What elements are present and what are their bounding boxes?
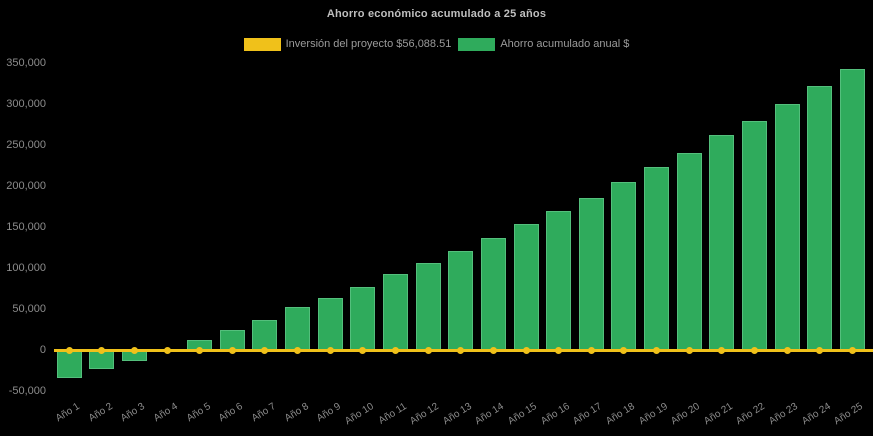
savings-legend-swatch bbox=[458, 37, 496, 51]
x-axis-tick-label: Año 1 bbox=[54, 401, 83, 425]
bar-ano-15[interactable] bbox=[513, 223, 539, 350]
x-axis-tick-label: Año 21 bbox=[701, 401, 735, 428]
legend-item-savings[interactable]: Ahorro acumulado anual $ bbox=[458, 37, 630, 51]
bar-ano-16[interactable] bbox=[546, 210, 572, 350]
bar-ano-13[interactable] bbox=[448, 250, 474, 350]
x-axis-tick-label: Año 17 bbox=[571, 401, 605, 428]
investment-line-marker[interactable] bbox=[522, 347, 530, 355]
y-axis-tick-label: -50,000 bbox=[8, 384, 46, 397]
bar-ano-20[interactable] bbox=[676, 152, 702, 350]
investment-legend-swatch bbox=[243, 37, 281, 51]
x-axis-tick-label: Año 2 bbox=[86, 401, 115, 425]
y-axis-tick-label: 50,000 bbox=[12, 302, 46, 315]
bar-ano-23[interactable] bbox=[774, 104, 800, 350]
x-axis-tick-label: Año 11 bbox=[376, 401, 409, 427]
x-axis-tick-label: Año 24 bbox=[799, 401, 833, 428]
y-axis-tick-label: 250,000 bbox=[6, 139, 46, 152]
y-axis-tick-label: 200,000 bbox=[6, 180, 46, 193]
investment-line-marker[interactable] bbox=[457, 347, 465, 355]
x-axis-tick-label: Año 7 bbox=[249, 401, 278, 425]
legend-item-investment[interactable]: Inversión del proyecto $56,088.51 bbox=[243, 37, 452, 51]
x-axis-tick-label: Año 16 bbox=[538, 401, 572, 428]
y-axis-tick-label: 150,000 bbox=[6, 221, 46, 233]
x-axis-tick-label: Año 13 bbox=[440, 401, 474, 428]
x-axis-tick-label: Año 4 bbox=[151, 401, 180, 425]
investment-line-marker[interactable] bbox=[555, 347, 563, 355]
bar-ano-10[interactable] bbox=[350, 286, 376, 350]
bar-ano-14[interactable] bbox=[480, 237, 506, 350]
investment-line-marker[interactable] bbox=[359, 347, 367, 355]
x-axis-tick-label: Año 12 bbox=[408, 401, 441, 428]
investment-line-marker[interactable] bbox=[196, 347, 204, 355]
x-axis-tick-label: Año 20 bbox=[669, 401, 702, 428]
investment-line-marker[interactable] bbox=[620, 347, 628, 355]
bar-ano-1[interactable] bbox=[56, 349, 82, 378]
investment-line-marker[interactable] bbox=[587, 347, 595, 355]
x-axis-tick-label: Año 3 bbox=[119, 401, 148, 425]
investment-line-marker[interactable] bbox=[750, 347, 758, 355]
bar-ano-7[interactable] bbox=[252, 319, 278, 350]
investment-line-marker[interactable] bbox=[228, 347, 236, 355]
x-axis-tick-label: Año 8 bbox=[282, 401, 311, 425]
x-axis-tick-label: Año 25 bbox=[832, 401, 866, 428]
bar-ano-22[interactable] bbox=[741, 120, 767, 350]
investment-line-marker[interactable] bbox=[489, 347, 497, 355]
bar-ano-21[interactable] bbox=[709, 135, 735, 350]
investment-line-marker[interactable] bbox=[163, 347, 171, 355]
investment-line-marker[interactable] bbox=[65, 347, 73, 355]
x-axis-tick-label: Año 14 bbox=[473, 401, 507, 428]
investment-line-marker[interactable] bbox=[392, 347, 399, 355]
legend: Inversión del proyecto $56,088.51 Ahorro… bbox=[0, 35, 873, 53]
x-axis-tick-label: Año 5 bbox=[184, 401, 213, 425]
investment-line-marker[interactable] bbox=[326, 347, 334, 355]
x-axis-tick-label: Año 10 bbox=[342, 401, 376, 428]
x-axis-tick-label: Año 9 bbox=[315, 401, 344, 425]
x-axis-tick-label: Año 6 bbox=[217, 401, 246, 425]
investment-line-marker[interactable] bbox=[98, 347, 106, 355]
investment-line-marker[interactable] bbox=[718, 347, 726, 355]
bar-ano-8[interactable] bbox=[285, 307, 311, 350]
bar-ano-9[interactable] bbox=[317, 298, 343, 350]
investment-line-marker[interactable] bbox=[816, 347, 824, 355]
bar-ano-11[interactable] bbox=[383, 273, 408, 350]
y-axis-tick-label: 350,000 bbox=[6, 57, 46, 70]
investment-line-marker[interactable] bbox=[653, 347, 661, 355]
investment-line-marker[interactable] bbox=[130, 347, 138, 355]
investment-line-marker[interactable] bbox=[783, 347, 791, 355]
investment-line-marker[interactable] bbox=[685, 347, 693, 355]
savings-legend-label: Ahorro acumulado anual $ bbox=[500, 38, 630, 50]
bar-ano-19[interactable] bbox=[644, 167, 670, 350]
x-axis-tick-label: Año 19 bbox=[636, 401, 670, 428]
investment-line-marker[interactable] bbox=[424, 347, 432, 355]
investment-line-marker[interactable] bbox=[261, 347, 269, 355]
x-axis-tick-label: Año 22 bbox=[734, 401, 768, 428]
bar-ano-17[interactable] bbox=[578, 197, 604, 350]
y-axis-tick-label: 300,000 bbox=[6, 98, 46, 111]
investment-line-marker[interactable] bbox=[848, 347, 856, 355]
bar-ano-18[interactable] bbox=[611, 181, 637, 350]
x-axis-tick-label: Año 18 bbox=[604, 401, 637, 428]
bar-ano-25[interactable] bbox=[839, 69, 865, 350]
investment-legend-label: Inversión del proyecto $56,088.51 bbox=[285, 38, 452, 50]
x-axis-tick-label: Año 15 bbox=[506, 401, 539, 428]
x-axis-tick-label: Año 23 bbox=[767, 401, 800, 428]
bar-ano-24[interactable] bbox=[807, 86, 833, 350]
chart-title: Ahorro económico acumulado a 25 años bbox=[326, 8, 547, 20]
y-axis-tick-label: 100,000 bbox=[6, 261, 46, 274]
bar-ano-12[interactable] bbox=[415, 263, 441, 350]
y-axis-tick-label: 0 bbox=[39, 343, 46, 356]
investment-line-marker[interactable] bbox=[294, 347, 302, 355]
